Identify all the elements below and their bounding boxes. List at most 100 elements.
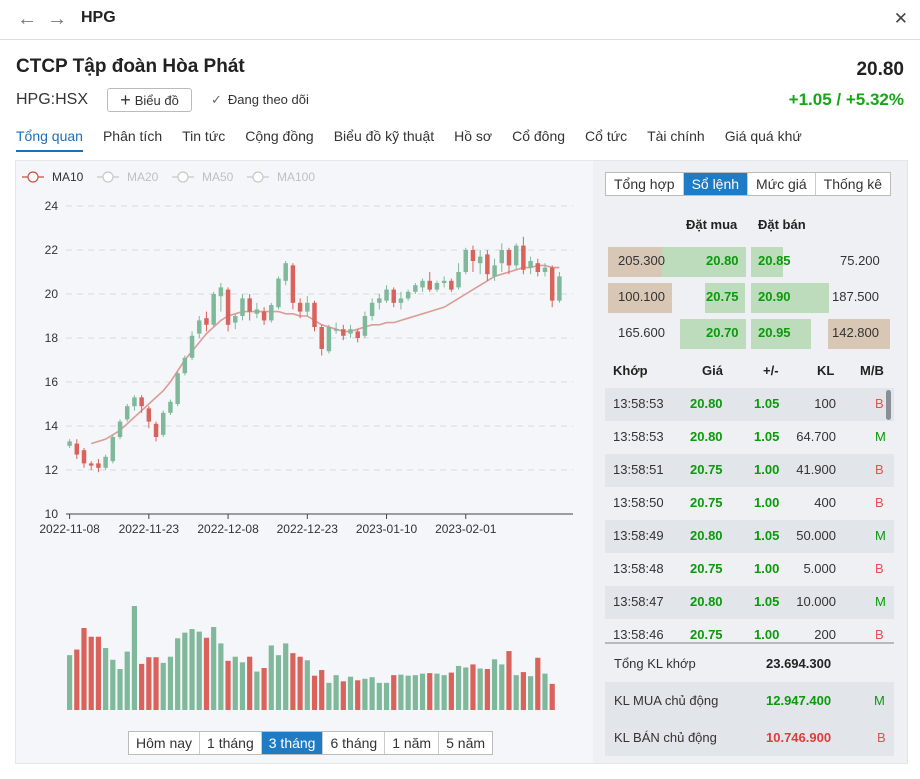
volume-bar [319,670,325,710]
candle-up [110,437,116,462]
candle-up [398,298,404,303]
tab-summary[interactable]: Tổng hợp [606,173,684,195]
x-tick-label: 2022-11-08 [39,522,100,536]
volume-bar [196,631,202,710]
chart-button-label: Biểu đồ [134,92,179,108]
trade-time: 13:58:53 [613,396,664,411]
tab-financials[interactable]: Tài chính [647,128,705,144]
candle-down [355,331,360,338]
period-5-years[interactable]: 5 năm [446,735,486,751]
trades-scrollbar[interactable] [886,390,891,420]
trade-change: 1.00 [754,462,780,477]
volume-bar [340,681,346,710]
volume-bar [448,672,454,710]
candle-up [211,294,216,325]
tab-profile[interactable]: Hồ sơ [454,128,493,144]
y-tick-label: 16 [45,375,59,389]
candle-up [305,302,310,312]
volume-bar [189,629,195,710]
trade-side: M [875,429,886,444]
candle-up [189,335,195,358]
trade-price: 20.75 [690,495,723,510]
trade-price: 20.80 [690,429,723,444]
trade-side: M [875,594,886,609]
tab-price-history[interactable]: Giá quá khứ [724,128,802,144]
candle-up [384,289,389,301]
period-1-month[interactable]: 1 tháng [200,732,262,754]
trade-side: B [875,627,884,642]
candle-down [88,463,94,466]
candle-up [124,406,130,420]
candle-down [391,289,396,303]
tab-statistics[interactable]: Thống kê [823,176,883,192]
volume-bar [88,636,94,710]
volume-bar [247,656,253,710]
current-price: 20.80 [856,59,904,80]
ma-legend[interactable]: MA10 MA20 MA50 MA100 [22,170,315,184]
tab-order-book[interactable]: Sổ lệnh [683,173,749,195]
candle-down [449,280,454,290]
volume-bar [103,648,109,710]
volume-bar [513,675,519,710]
trade-volume: 10.000 [796,594,836,609]
x-tick-label: 2023-01-10 [356,522,418,536]
chart-button[interactable]: + Biểu đồ [107,88,192,112]
volume-bar [275,655,282,710]
volume-bar [153,657,159,710]
ask-price: 20.90 [758,289,791,304]
volume-bar [427,673,433,710]
candle-up [513,245,519,266]
candle-down [153,423,159,437]
candle-up [492,265,497,277]
tab-dividends[interactable]: Cổ tức [585,128,628,144]
tab-news[interactable]: Tin tức [182,128,226,144]
tab-shareholders[interactable]: Cổ đông [512,128,566,144]
candle-up [405,291,411,299]
active-sell-label: KL BÁN chủ động [614,730,717,745]
tab-community[interactable]: Cộng đồng [245,128,314,144]
period-1-year[interactable]: 1 năm [385,732,440,754]
trade-time: 13:58:53 [613,429,664,444]
close-icon[interactable]: ✕ [893,9,908,28]
back-arrow-icon[interactable]: ← [17,8,37,30]
tab-analysis[interactable]: Phân tích [102,128,163,144]
candle-up [103,456,108,468]
trade-change: 1.05 [754,528,780,543]
forward-arrow-icon[interactable]: → [47,8,67,30]
period-today[interactable]: Hôm nay [129,732,201,754]
candle-up [463,250,468,272]
tab-price-levels[interactable]: Mức giá [748,173,816,195]
volume-bar [405,675,411,710]
volume-bar [211,627,217,710]
volume-bar [391,675,397,710]
trade-time: 13:58:48 [613,561,664,576]
follow-status[interactable]: ✓ Đang theo dõi [211,92,309,108]
candle-down [290,265,296,303]
volume-bar [455,665,462,710]
trade-time: 13:58:51 [613,462,664,477]
trades-header-side: M/B [860,363,884,378]
trade-change: 1.00 [754,561,780,576]
legend-label-ma100: MA100 [277,170,315,184]
volume-bar [290,653,296,710]
period-3-months[interactable]: 3 tháng [261,732,324,754]
volume-bar [311,675,318,710]
tab-overview[interactable]: Tổng quan [16,128,83,152]
candle-down [74,443,80,455]
trade-price: 20.80 [690,528,723,543]
active-sell-value: 10.746.900 [766,730,832,745]
trade-volume: 400 [814,495,836,510]
volume-bar [376,682,382,710]
y-tick-label: 18 [45,331,59,345]
volume-bar [333,675,339,710]
volume-bar [499,664,505,710]
volume-bar [383,682,390,710]
legend-label-ma10: MA10 [52,170,84,184]
volume-series [67,606,555,710]
candle-down [225,289,231,325]
tab-technical-chart[interactable]: Biểu đồ kỹ thuật [333,128,435,144]
volume-bar [542,673,548,710]
period-6-months[interactable]: 6 tháng [323,732,386,754]
candle-down [535,263,541,272]
